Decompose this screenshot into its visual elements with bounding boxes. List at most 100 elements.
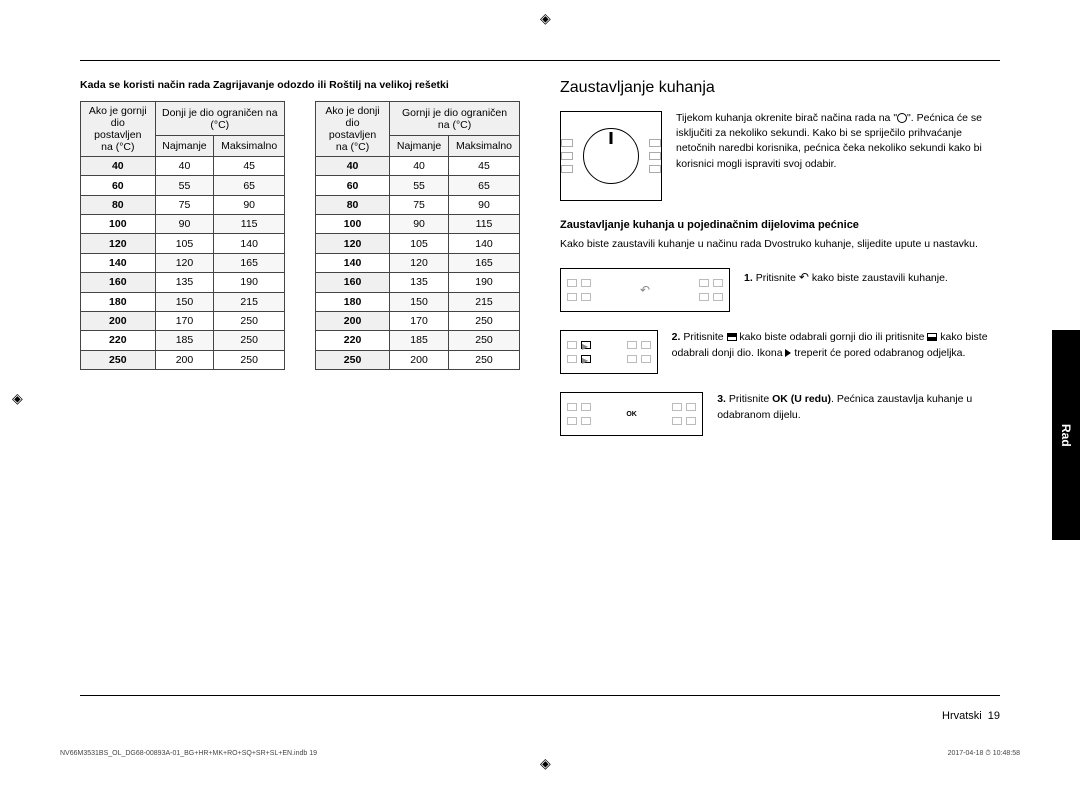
step-num: 1. (744, 272, 753, 284)
table-cell: 105 (390, 234, 449, 253)
table-row: 160135190 (81, 273, 285, 292)
table-cell: 250 (81, 350, 156, 369)
table-cell: 120 (316, 234, 390, 253)
step-num: 3. (717, 393, 726, 405)
step-3: OK 3. Pritisnite OK (U redu). Pećnica za… (560, 392, 1000, 436)
table-cell: 80 (316, 195, 390, 214)
table-cell: 185 (155, 331, 214, 350)
table-cell: 45 (214, 157, 285, 176)
microfoot-timestamp: 2017-04-18 ⏱ 10:48:58 (948, 750, 1020, 758)
table-cell: 60 (81, 176, 156, 195)
th-min: Najmanje (390, 136, 449, 157)
table-row: 404045 (81, 157, 285, 176)
table-cell: 65 (214, 176, 285, 195)
table-row: 160135190 (316, 273, 520, 292)
table-cell: 65 (449, 176, 520, 195)
table-cell: 40 (390, 157, 449, 176)
table-row: 220185250 (81, 331, 285, 350)
ok-icon: OK (626, 411, 637, 418)
table-cell: 250 (449, 350, 520, 369)
table-cell: 250 (449, 311, 520, 330)
table-cell: 190 (449, 273, 520, 292)
th-span: Gornji je dio ograničen na (°C) (390, 102, 520, 136)
footer-page-number: 19 (988, 710, 1000, 722)
table-cell: 150 (155, 292, 214, 311)
table-row: 605565 (316, 176, 520, 195)
table-cell: 100 (81, 215, 156, 234)
table-cell: 215 (214, 292, 285, 311)
lower-compartment-icon (927, 333, 937, 341)
step-1: ↶ 1. Pritisnite ↶ kako biste zaustavili … (560, 268, 1000, 312)
th-maincol: Ako je gornji dio postavljen na (°C) (81, 102, 156, 157)
table-cell: 115 (214, 215, 285, 234)
table-cell: 170 (390, 311, 449, 330)
table-row: 10090115 (316, 215, 520, 234)
limits-table-upper: Ako je donji dio postavljen na (°C) Gorn… (315, 101, 520, 370)
table-cell: 250 (316, 350, 390, 369)
table-cell: 45 (449, 157, 520, 176)
table-cell: 90 (155, 215, 214, 234)
table-cell: 75 (390, 195, 449, 214)
tbody-right: 4040456055658075901009011512010514014012… (316, 157, 520, 370)
table-cell: 220 (316, 331, 390, 350)
table-cell: 120 (81, 234, 156, 253)
table-cell: 90 (214, 195, 285, 214)
table-cell: 180 (316, 292, 390, 311)
right-column: Zaustavljanje kuhanja Tijekom kuhanja ok… (560, 79, 1000, 454)
back-icon-inline: ↶ (799, 270, 809, 284)
microfoot-file: NV66M3531BS_OL_DG68-00893A-01_BG+HR+MK+R… (60, 750, 317, 758)
table-row: 807590 (316, 195, 520, 214)
left-column: Kada se koristi način rada Zagrijavanje … (80, 79, 520, 454)
table-cell: 250 (214, 311, 285, 330)
table-row: 140120165 (316, 253, 520, 272)
tables-caption: Kada se koristi način rada Zagrijavanje … (80, 79, 520, 91)
table-cell: 170 (155, 311, 214, 330)
crop-mark-top: ◈ (540, 10, 551, 27)
table-cell: 200 (316, 311, 390, 330)
top-rule (80, 60, 1000, 61)
table-row: 250200250 (81, 350, 285, 369)
table-row: 605565 (81, 176, 285, 195)
section-tab-label: Rad (1059, 424, 1073, 447)
table-cell: 190 (214, 273, 285, 292)
ok-label: OK (U redu) (772, 393, 831, 405)
back-icon: ↶ (640, 283, 650, 297)
table-cell: 40 (81, 157, 156, 176)
table-row: 404045 (316, 157, 520, 176)
table-cell: 250 (449, 331, 520, 350)
step-2: ▶▶ 2. Pritisnite kako biste odabrali gor… (560, 330, 1000, 374)
table-cell: 55 (390, 176, 449, 195)
table-cell: 215 (449, 292, 520, 311)
dial-icon (583, 128, 639, 184)
table-cell: 40 (155, 157, 214, 176)
control-panel-step2: ▶▶ (560, 330, 658, 374)
bottom-rule-left (80, 695, 540, 696)
sub-intro: Kako biste zaustavili kuhanje u načinu r… (560, 237, 1000, 252)
section-heading: Zaustavljanje kuhanja (560, 79, 1000, 97)
limits-table-lower: Ako je gornji dio postavljen na (°C) Don… (80, 101, 285, 370)
table-cell: 100 (316, 215, 390, 234)
control-panel-step3: OK (560, 392, 703, 436)
off-icon (897, 113, 907, 123)
sub-heading: Zaustavljanje kuhanja u pojedinačnim dij… (560, 219, 1000, 231)
table-cell: 90 (390, 215, 449, 234)
print-microfooter: NV66M3531BS_OL_DG68-00893A-01_BG+HR+MK+R… (60, 750, 1020, 758)
table-cell: 220 (81, 331, 156, 350)
table-cell: 140 (81, 253, 156, 272)
table-cell: 140 (449, 234, 520, 253)
table-cell: 80 (81, 195, 156, 214)
th-min: Najmanje (155, 136, 214, 157)
table-row: 200170250 (81, 311, 285, 330)
table-row: 180150215 (316, 292, 520, 311)
table-row: 807590 (81, 195, 285, 214)
table-row: 200170250 (316, 311, 520, 330)
th-max: Maksimalno (214, 136, 285, 157)
upper-compartment-icon (727, 333, 737, 341)
table-row: 180150215 (81, 292, 285, 311)
table-cell: 40 (316, 157, 390, 176)
dial-right-icons (649, 139, 661, 173)
table-cell: 165 (214, 253, 285, 272)
dial-paragraph: Tijekom kuhanja okrenite birač načina ra… (676, 111, 1000, 172)
control-panel-step1: ↶ (560, 268, 730, 312)
mode-dial-illustration (560, 111, 662, 201)
